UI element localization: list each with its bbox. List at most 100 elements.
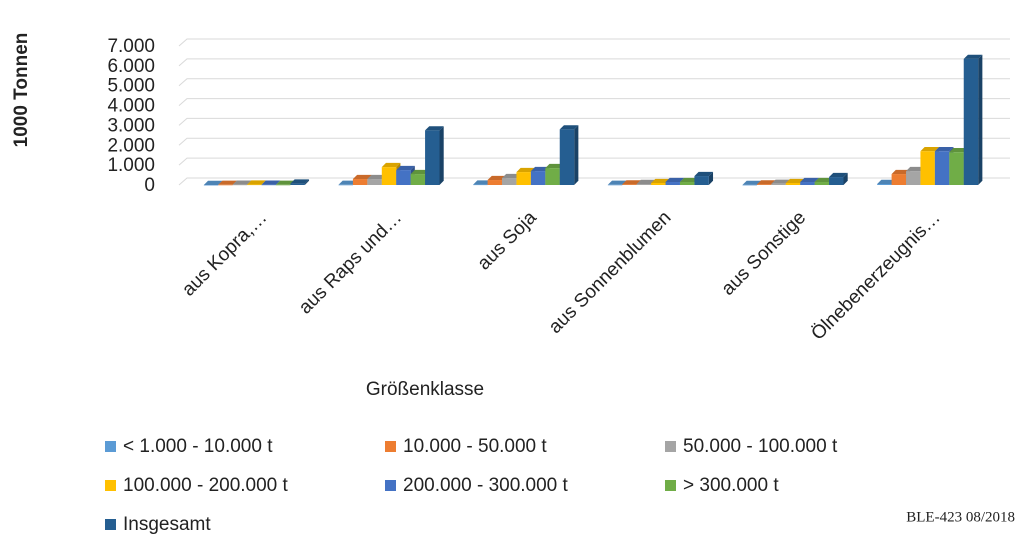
y-tick-label: 0 — [144, 175, 155, 196]
x-tick-label: aus Kopra,… — [178, 207, 271, 300]
bar-top — [516, 167, 536, 173]
bar-front — [261, 184, 276, 186]
bar-front — [425, 130, 440, 185]
bar-top — [920, 147, 940, 152]
bar-top — [829, 172, 848, 178]
grid-line — [178, 58, 1010, 67]
bar — [694, 171, 714, 185]
x-tick-label: aus Soja — [474, 207, 541, 274]
legend-swatch — [105, 480, 116, 491]
bar-top — [396, 165, 415, 171]
bar-front — [651, 183, 666, 185]
bar-top — [934, 147, 954, 152]
bar-top — [218, 180, 237, 185]
bar-top — [742, 180, 762, 185]
legend-label: 200.000 - 300.000 t — [403, 475, 569, 496]
bar-front — [920, 151, 935, 185]
bar-top — [247, 180, 266, 185]
bar-front — [934, 151, 950, 185]
legend-label: > 300.000 t — [683, 475, 779, 496]
bar-top — [785, 178, 805, 184]
bar-top — [814, 177, 834, 183]
bar-top — [367, 174, 386, 180]
legend-label: Insgesamt — [123, 514, 211, 535]
bar-top — [203, 180, 223, 185]
bar — [290, 179, 310, 185]
bar-front — [352, 179, 368, 185]
bar-front — [694, 176, 709, 185]
bar-top — [410, 169, 430, 175]
bar-top — [607, 180, 627, 185]
bar-front — [473, 184, 488, 186]
bar-front — [891, 174, 907, 185]
y-tick-label: 4.000 — [107, 96, 155, 117]
bar-top — [502, 173, 521, 179]
bar-front — [771, 183, 786, 185]
grid-line — [178, 177, 1010, 186]
grid-line — [178, 98, 1010, 106]
x-axis-title: Größenklasse — [366, 379, 484, 400]
bar-front — [636, 184, 652, 185]
x-tick-label: Ölnebenerzeugnis… — [807, 207, 944, 344]
bar-top — [800, 177, 819, 183]
legend-label: 100.000 - 200.000 t — [123, 475, 289, 496]
bar-front — [275, 184, 291, 186]
bar-top — [877, 179, 896, 185]
bar-front — [756, 184, 772, 185]
legend-swatch — [385, 480, 396, 491]
bar-front — [396, 170, 411, 185]
bar-front — [247, 184, 262, 186]
bar-front — [829, 177, 844, 185]
source: BLE-423 08/2018 — [906, 509, 1015, 525]
bar-front — [877, 184, 892, 185]
y-tick-label: 5.000 — [107, 76, 155, 97]
grid-line — [178, 157, 1010, 166]
bar-front — [203, 184, 219, 186]
bar-top — [771, 179, 790, 184]
y-tick-label: 6.000 — [107, 56, 155, 77]
bar-top — [891, 169, 911, 175]
bar-front — [949, 152, 964, 185]
bar-top — [679, 177, 699, 183]
bar-top — [338, 180, 358, 185]
grid-line — [178, 137, 1010, 146]
x-tick-label: aus Raps und… — [295, 207, 406, 318]
bar-top — [290, 179, 310, 184]
legend-swatch — [385, 441, 396, 452]
bar-top — [530, 166, 550, 172]
bar-side — [574, 125, 579, 185]
grid-line — [178, 38, 1010, 47]
legend-swatch — [105, 519, 116, 530]
bar-front — [800, 182, 815, 185]
bar-top — [963, 54, 983, 59]
bar-front — [381, 167, 397, 185]
bar-top — [694, 171, 714, 177]
bar-front — [742, 184, 757, 186]
y-axis-title: 1000 Tonnen — [11, 33, 32, 148]
bar-top — [949, 148, 968, 153]
bar-front — [410, 174, 426, 185]
bar-front — [338, 184, 353, 186]
bar-front — [906, 171, 921, 185]
bar-front — [367, 179, 382, 185]
bar-front — [516, 172, 531, 185]
bar-side — [304, 179, 310, 185]
bar-side — [978, 54, 983, 186]
grid-line — [178, 117, 1010, 126]
bar-top — [261, 180, 281, 185]
bar — [829, 172, 848, 185]
bar-top — [425, 126, 444, 131]
legend-swatch — [105, 441, 116, 452]
bar-top — [636, 179, 656, 185]
bar-front — [290, 183, 305, 185]
y-tick-label: 2.000 — [107, 135, 155, 156]
legend-label: < 1.000 - 10.000 t — [123, 436, 273, 457]
bar-front — [218, 184, 233, 186]
y-tick-label: 7.000 — [107, 36, 155, 57]
bar-front — [665, 182, 680, 185]
y-tick-label: 3.000 — [107, 115, 155, 136]
bar-top — [487, 175, 507, 181]
bar-front — [545, 168, 560, 185]
bar-side — [708, 171, 714, 185]
